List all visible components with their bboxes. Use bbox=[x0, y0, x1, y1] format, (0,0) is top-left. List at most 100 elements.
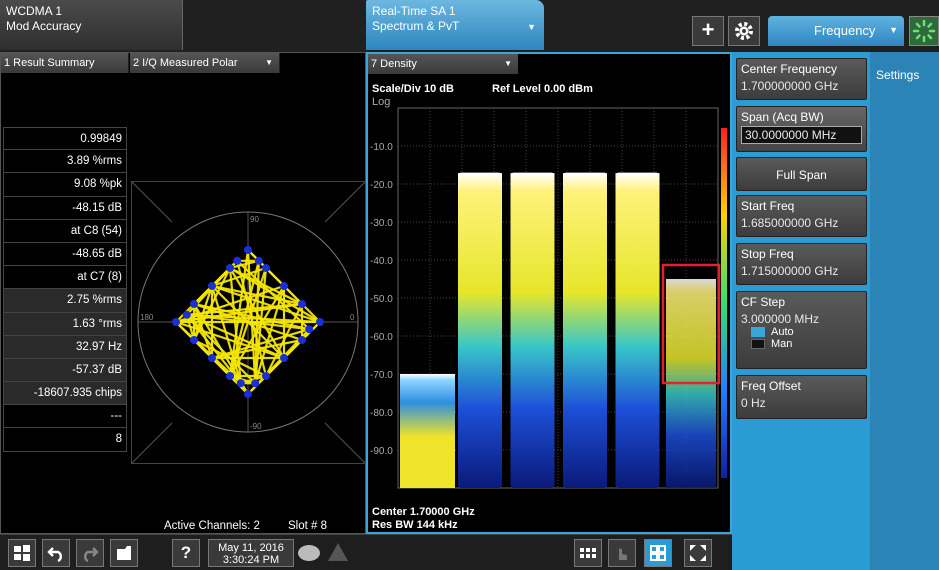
gear-icon[interactable] bbox=[728, 16, 760, 46]
stop-freq-label: Stop Freq bbox=[741, 247, 794, 261]
constellation-symbol bbox=[190, 336, 198, 344]
constellation-trajectory bbox=[185, 314, 242, 384]
mod-accuracy-window[interactable]: 1 Result Summary 2 I/Q Measured Polar ▼ … bbox=[0, 52, 366, 534]
tab-wcdma-line1: WCDMA 1 bbox=[6, 4, 63, 18]
y-tick-label: -20.0 bbox=[370, 180, 393, 191]
cf-step-value: 3.000000 MHz bbox=[741, 312, 820, 326]
busy-spinner-icon[interactable] bbox=[909, 16, 939, 46]
center-frequency-softkey[interactable]: Center Frequency 1.700000000 GHz bbox=[736, 58, 867, 100]
polar-label-0: 0 bbox=[350, 313, 355, 322]
summary-value-row: 1.63 °rms bbox=[3, 312, 127, 336]
scale-div-label: Scale/Div 10 dB bbox=[372, 83, 454, 95]
constellation-trajectory bbox=[186, 313, 321, 324]
frequency-menu-button[interactable]: Frequency ▼ bbox=[768, 16, 904, 46]
display-grid-icon[interactable] bbox=[574, 539, 602, 567]
span-value-field[interactable]: 30.0000000 MHz bbox=[741, 126, 862, 144]
res-bw-readout: Res BW 144 kHz bbox=[372, 519, 458, 531]
constellation-symbol bbox=[298, 336, 306, 344]
summary-value-row: 0.99849 bbox=[3, 127, 127, 151]
constellation-symbol bbox=[208, 282, 216, 290]
summary-value-row: at C8 (54) bbox=[3, 219, 127, 243]
constellation-trajectory bbox=[210, 285, 242, 384]
polar-diag bbox=[324, 181, 366, 223]
polar-diag bbox=[131, 181, 173, 223]
y-tick-label: -10.0 bbox=[370, 142, 393, 153]
polar-label-180: 180 bbox=[140, 313, 154, 322]
density-spectrum-chart: -10.0 -20.0 -30.0 -40.0 -50.0 -60.0 -70.0 -80.0… bbox=[370, 107, 727, 489]
windows-start-icon[interactable] bbox=[8, 539, 36, 567]
result-summary-title[interactable]: 1 Result Summary bbox=[1, 53, 129, 73]
y-tick-label: -40.0 bbox=[370, 256, 393, 267]
constellation-symbol bbox=[226, 372, 234, 380]
constellation-trajectory bbox=[186, 313, 310, 331]
summary-value-row: 32.97 Hz bbox=[3, 335, 127, 359]
redo-icon[interactable] bbox=[76, 539, 104, 567]
constellation-symbol bbox=[254, 256, 263, 265]
summary-value-row: -57.37 dB bbox=[3, 358, 127, 383]
freq-offset-softkey[interactable]: Freq Offset 0 Hz bbox=[736, 375, 867, 419]
summary-value-row: -48.15 dB bbox=[3, 196, 127, 220]
constellation-symbol bbox=[316, 318, 324, 326]
constellation-symbol bbox=[172, 318, 180, 326]
y-tick-label: -50.0 bbox=[370, 294, 393, 305]
undo-icon[interactable] bbox=[42, 539, 70, 567]
summary-value-row: 9.08 %pk bbox=[3, 173, 127, 197]
tab-wcdma-mod-accuracy[interactable]: WCDMA 1 Mod Accuracy bbox=[0, 0, 183, 50]
constellation-symbol bbox=[226, 264, 234, 272]
constellation-trajectory bbox=[193, 302, 310, 331]
summary-value-row: --- bbox=[3, 405, 127, 429]
summary-value-row: 3.89 %rms bbox=[3, 150, 127, 174]
side-signal-left bbox=[400, 374, 455, 488]
radio-unselected-icon bbox=[751, 339, 765, 349]
polar-diag bbox=[324, 422, 366, 464]
y-tick-label: -60.0 bbox=[370, 332, 393, 343]
density-spectrum-window[interactable]: 7 Density ▼ Scale/Div 10 dB Ref Level 0.… bbox=[366, 52, 732, 534]
warning-icon bbox=[328, 543, 348, 561]
tab-wcdma-line2: Mod Accuracy bbox=[6, 19, 82, 33]
full-span-button[interactable]: Full Span bbox=[736, 157, 867, 191]
constellation-symbol bbox=[280, 282, 288, 290]
message-icon[interactable] bbox=[298, 545, 320, 561]
freq-offset-value: 0 Hz bbox=[741, 396, 766, 410]
date-time-display: May 11, 2016 3:30:24 PM bbox=[208, 539, 294, 567]
highlight-box bbox=[661, 263, 721, 385]
tab-real-time-sa[interactable]: Real-Time SA 1 Spectrum & PvT ▼ bbox=[366, 0, 544, 50]
cf-step-man-label: Man bbox=[771, 338, 793, 350]
tab-rtsa-line1: Real-Time SA 1 bbox=[372, 4, 456, 18]
help-button[interactable]: ? bbox=[172, 539, 200, 567]
constellation-symbol bbox=[182, 310, 191, 319]
cf-step-man-option[interactable]: Man bbox=[751, 338, 862, 350]
carrier-density-4 bbox=[615, 172, 660, 488]
summary-value-row: 8 bbox=[3, 428, 127, 452]
radio-selected-icon bbox=[751, 327, 765, 337]
summary-value-row: at C7 (8) bbox=[3, 266, 127, 290]
constellation-trajectory bbox=[236, 260, 268, 377]
constellation-symbol bbox=[190, 300, 198, 308]
tab-rtsa-line2: Spectrum & PvT bbox=[372, 19, 460, 33]
start-freq-softkey[interactable]: Start Freq 1.685000000 GHz bbox=[736, 195, 867, 237]
freq-offset-label: Freq Offset bbox=[741, 379, 801, 393]
file-icon[interactable] bbox=[110, 539, 138, 567]
constellation-trajectory bbox=[186, 314, 256, 384]
maximize-icon[interactable] bbox=[684, 539, 712, 567]
iq-polar-plot: 90 -90 180 0 bbox=[131, 181, 366, 464]
constellation-trajectory bbox=[229, 267, 303, 305]
taskbar: ? May 11, 2016 3:30:24 PM bbox=[0, 534, 732, 570]
iq-polar-title-label: 2 I/Q Measured Polar bbox=[133, 57, 238, 69]
result-summary-list: 0.99849 3.89 %rms 9.08 %pk -48.15 dB at C8 (… bbox=[3, 127, 127, 452]
density-title-label: 7 Density bbox=[371, 58, 417, 70]
settings-tab[interactable]: Settings bbox=[870, 52, 939, 570]
constellation-symbol bbox=[280, 354, 288, 362]
add-screen-button[interactable]: + bbox=[692, 16, 724, 46]
span-softkey[interactable]: Span (Acq BW) 30.0000000 MHz bbox=[736, 106, 867, 152]
cf-step-softkey[interactable]: CF Step 3.000000 MHz Auto Man bbox=[736, 291, 867, 369]
carrier-density-3 bbox=[563, 172, 607, 488]
multi-window-icon[interactable] bbox=[644, 539, 672, 567]
stop-freq-softkey[interactable]: Stop Freq 1.715000000 GHz bbox=[736, 243, 867, 285]
cf-step-auto-option[interactable]: Auto bbox=[751, 326, 862, 338]
polar-label-90: 90 bbox=[250, 215, 259, 224]
iq-polar-title[interactable]: 2 I/Q Measured Polar ▼ bbox=[130, 53, 280, 73]
touch-icon[interactable] bbox=[608, 539, 636, 567]
density-window-title[interactable]: 7 Density ▼ bbox=[368, 54, 518, 74]
y-tick-label: -70.0 bbox=[370, 370, 393, 381]
